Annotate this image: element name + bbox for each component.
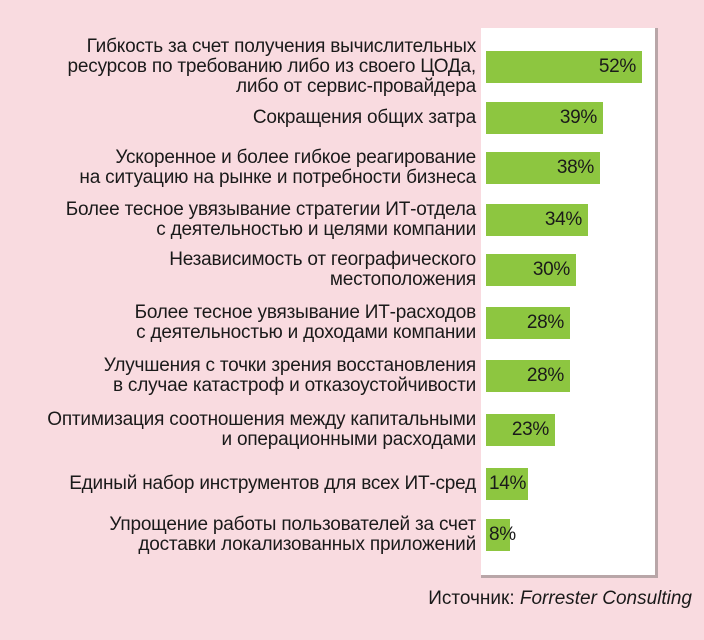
data-label: 28% bbox=[526, 312, 564, 333]
data-label: 38% bbox=[556, 157, 594, 178]
data-label: 14% bbox=[489, 473, 527, 494]
data-label: 8% bbox=[489, 524, 516, 545]
data-label: 39% bbox=[559, 107, 597, 128]
category-label: Единый набор инструментов для всех ИТ-ср… bbox=[69, 473, 476, 494]
data-label: 52% bbox=[598, 56, 636, 77]
category-label: Улучшения с точки зрения восстановления … bbox=[103, 355, 476, 396]
data-label: 34% bbox=[544, 209, 582, 230]
source-name: Forrester Consulting bbox=[519, 588, 692, 609]
bar: 39% bbox=[486, 102, 603, 134]
bar: 28% bbox=[486, 360, 570, 392]
data-label: 30% bbox=[532, 259, 570, 280]
bar: 8% bbox=[486, 519, 516, 551]
bar: 23% bbox=[486, 414, 555, 446]
bar: 38% bbox=[486, 152, 600, 184]
category-label: Более тесное увязывание ИТ-расходов с де… bbox=[134, 302, 477, 343]
bar: 52% bbox=[486, 51, 642, 83]
data-label: 23% bbox=[511, 419, 549, 440]
category-label: Сокращения общих затра bbox=[252, 107, 476, 128]
category-label: Упрощение работы пользователей за счет д… bbox=[109, 514, 476, 555]
category-label: Гибкость за счет получения вычислительны… bbox=[67, 36, 477, 97]
category-label: Более тесное увязывание стратегии ИТ-отд… bbox=[65, 199, 477, 240]
bar: 34% bbox=[486, 204, 588, 236]
category-label: Оптимизация соотношения между капитальны… bbox=[47, 409, 476, 450]
category-label: Ускоренное и более гибкое реагирование н… bbox=[79, 147, 476, 188]
source-prefix: Источник: bbox=[428, 588, 520, 609]
data-label: 28% bbox=[526, 365, 564, 386]
bar: 14% bbox=[486, 468, 528, 500]
bar: 30% bbox=[486, 254, 576, 286]
source-note: Источник: Forrester Consulting bbox=[428, 588, 692, 610]
bar: 28% bbox=[486, 307, 570, 339]
category-label: Независимость от географического местопо… bbox=[169, 249, 476, 290]
